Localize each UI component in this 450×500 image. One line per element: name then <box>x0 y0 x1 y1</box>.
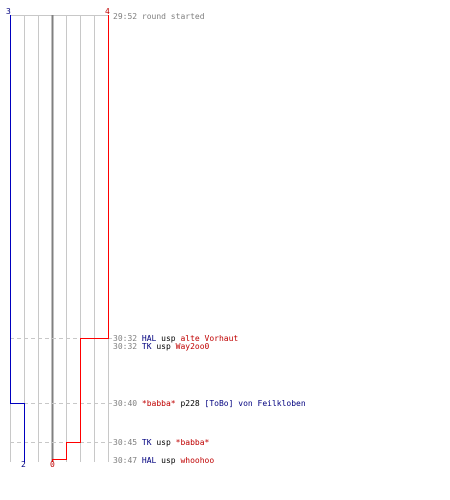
event-part: Way2oo0 <box>175 342 210 351</box>
event-row: 30:40 *babba* p228 [ToBo] von Feilkloben <box>113 399 306 409</box>
event-part: TK <box>141 342 152 351</box>
event-part: round started <box>141 12 205 21</box>
event-part: whoohoo <box>180 456 215 465</box>
blue-top-score: 3 <box>6 7 11 16</box>
event-row: 30:47 HAL usp whoohoo <box>113 456 214 466</box>
event-row: 30:32 HAL usp alte Vorhaut <box>113 334 238 344</box>
blue-team-line <box>10 15 25 462</box>
event-part: [ToBo] von Feilkloben <box>204 399 306 408</box>
event-part: HAL <box>141 456 157 465</box>
event-part: usp <box>156 456 181 465</box>
red-bottom-score: 0 <box>50 460 55 469</box>
blue-bottom-score: 2 <box>21 460 26 469</box>
red-top-score: 4 <box>105 7 110 16</box>
grid-lines <box>10 15 109 462</box>
event-time: 30:32 <box>113 342 142 351</box>
event-part: *babba* <box>175 438 210 447</box>
event-part: p228 <box>175 399 205 408</box>
event-row: 30:45 TK usp *babba* <box>113 438 209 448</box>
event-time: 30:47 <box>113 456 142 465</box>
event-row: 30:32 TK usp Way2oo0 <box>113 342 209 352</box>
event-part: *babba* <box>141 399 176 408</box>
event-row: 29:52 round started <box>113 12 205 22</box>
event-part: TK <box>141 438 152 447</box>
event-time: 30:40 <box>113 399 142 408</box>
event-part: usp <box>151 438 176 447</box>
event-part: alte Vorhaut <box>180 334 239 343</box>
event-guides <box>10 338 112 443</box>
event-time: 30:32 <box>113 334 142 343</box>
red-team-line <box>52 15 109 462</box>
event-time: 29:52 <box>113 12 142 21</box>
event-part: usp <box>156 334 181 343</box>
event-time: 30:45 <box>113 438 142 447</box>
event-part: usp <box>151 342 176 351</box>
event-part: HAL <box>141 334 157 343</box>
